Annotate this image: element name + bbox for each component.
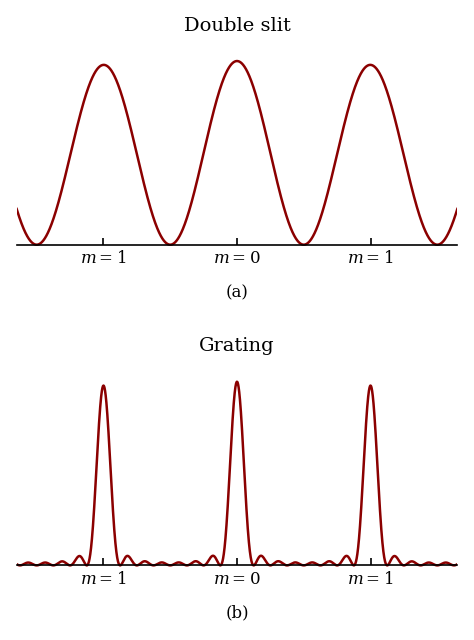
Text: (b): (b)	[225, 605, 249, 621]
Text: (a): (a)	[226, 284, 248, 301]
Title: Grating: Grating	[199, 337, 275, 355]
Title: Double slit: Double slit	[183, 17, 291, 35]
